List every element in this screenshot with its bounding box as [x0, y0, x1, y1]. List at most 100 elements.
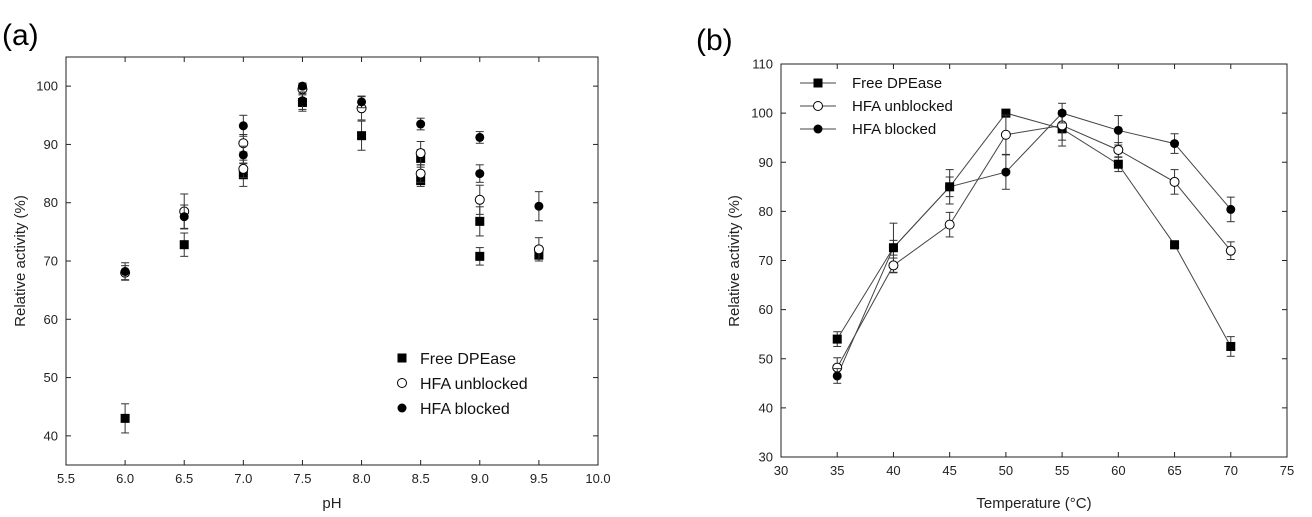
panel-b-hfa-blocked-point — [1001, 167, 1011, 177]
panel-b-free-dpease-point — [1226, 341, 1236, 351]
panel-a-hfa-blocked-point — [238, 121, 248, 131]
panel-b: (b) 30 35 40 45 50 55 60 65 70 75 30 40 50 60 70 80 90 10… — [696, 24, 1294, 512]
panel-b-lines — [836, 112, 1232, 377]
panel-a-x-tick-label: 9.5 — [530, 471, 548, 486]
panel-a-legend-label-hfa-unblocked: HFA unblocked — [420, 376, 528, 393]
panel-b-hfa-unblocked-point — [888, 260, 899, 271]
panel-b-hfa-blocked-point — [1226, 204, 1236, 214]
panel-b-x-tick-label: 45 — [942, 463, 956, 478]
panel-b-hfa-unblocked-point — [1169, 176, 1180, 187]
panel-a-x-tick-label: 7.0 — [234, 471, 252, 486]
panel-b-legend-marker-hfa-blocked — [813, 124, 823, 134]
panel-b-free-dpease-point — [1001, 108, 1011, 118]
panel-b-x-tick-label: 50 — [999, 463, 1013, 478]
panel-b-y-tick-label: 40 — [759, 400, 773, 415]
panel-a-x-tick-label: 6.0 — [116, 471, 134, 486]
panel-a-hfa-blocked-point — [238, 150, 248, 160]
panel-b-x-tick-label: 35 — [830, 463, 844, 478]
panel-b-line-free-dpease — [836, 112, 1232, 347]
panel-a-hfa-blocked-point — [179, 212, 189, 222]
panel-a-hfa-unblocked-point — [474, 194, 485, 205]
panel-b-hfa-blocked-point — [1170, 139, 1180, 149]
panel-b-hfa-blocked-point — [832, 371, 842, 381]
panel-b-y-tick-label: 90 — [759, 155, 773, 170]
panel-a-legend-label-free-dpease: Free DPEase — [420, 351, 516, 368]
panel-b-y-axis-title: Relative activity (%) — [726, 195, 743, 327]
panel-b-line-hfa-blocked — [836, 112, 1232, 377]
panel-b-marks — [832, 102, 1236, 384]
panel-b-legend-label-hfa-blocked: HFA blocked — [852, 121, 936, 138]
panel-b-y-tick-label: 100 — [751, 106, 773, 121]
panel-b-ticks: 30 35 40 45 50 55 60 65 70 75 30 40 50 60 70 80 90 100 110 — [751, 57, 1294, 479]
panel-a-label: (a) — [2, 19, 39, 52]
panel-a-legend-marker-hfa-blocked — [397, 403, 407, 413]
panel-a-x-tick-label: 8.5 — [412, 471, 430, 486]
panel-a-x-tick-label: 8.0 — [353, 471, 371, 486]
panel-b-x-tick-label: 70 — [1224, 463, 1238, 478]
panel-a-y-tick-label: 80 — [44, 195, 58, 210]
panel-b-hfa-unblocked-point — [944, 219, 955, 230]
panel-b-legend-marker-hfa-unblocked — [813, 101, 823, 111]
panel-b-y-tick-label: 110 — [752, 57, 773, 72]
panel-b-legend-marker-free-dpease — [813, 78, 823, 88]
panel-a-free-dpease-point — [475, 216, 485, 226]
panel-a-legend: Free DPEase HFA unblocked HFA blocked — [397, 351, 528, 418]
panel-a-y-tick-label: 60 — [44, 312, 58, 327]
panel-b-y-tick-label: 30 — [759, 450, 773, 465]
panel-a-x-tick-label: 5.5 — [57, 471, 75, 486]
panel-a-y-tick-label: 90 — [44, 137, 58, 152]
panel-b-y-tick-label: 50 — [759, 351, 773, 366]
panel-a-y-axis-title: Relative activity (%) — [12, 195, 29, 327]
panel-a-hfa-unblocked-point — [238, 163, 249, 174]
panel-b-hfa-blocked-point — [888, 243, 898, 253]
panel-b-series-hfa-blocked — [832, 102, 1236, 384]
panel-a-hfa-blocked-point — [297, 96, 307, 106]
panel-b-x-tick-label: 30 — [774, 463, 788, 478]
panel-b-y-tick-label: 60 — [759, 302, 773, 317]
panel-a-hfa-blocked-point — [357, 97, 367, 107]
panel-a-free-dpease-point — [179, 240, 189, 250]
panel-a-hfa-unblocked-point — [415, 148, 426, 159]
panel-b-hfa-unblocked-point — [1113, 144, 1124, 155]
panel-b-x-tick-label: 75 — [1280, 463, 1294, 478]
panel-a-hfa-blocked-point — [297, 81, 307, 91]
panel-b-legend-label-free-dpease: Free DPEase — [852, 75, 942, 92]
panel-b-x-tick-label: 55 — [1055, 463, 1069, 478]
panel-b-y-tick-label: 80 — [759, 204, 773, 219]
panel-b-hfa-unblocked-point — [1000, 129, 1011, 140]
panel-b-x-tick-label: 60 — [1111, 463, 1125, 478]
panel-a-series-hfa-blocked — [120, 81, 544, 281]
panel-a-y-tick-label: 70 — [44, 254, 58, 269]
panel-a-hfa-blocked-point — [534, 201, 544, 211]
panel-b-line-hfa-unblocked — [836, 124, 1232, 368]
panel-b-free-dpease-point — [832, 334, 842, 344]
panel-a-x-tick-label: 10.0 — [585, 471, 610, 486]
panel-a-hfa-blocked-point — [416, 119, 426, 129]
panel-a-x-tick-label: 7.5 — [293, 471, 311, 486]
panel-a-ticks: 5.5 6.0 6.5 7.0 7.5 8.0 8.5 9.0 9.5 10.0 40 50 60 70 8… — [36, 57, 611, 486]
panel-b-free-dpease-point — [1170, 240, 1180, 250]
panel-a-free-dpease-point — [357, 131, 367, 141]
panel-b-hfa-blocked-point — [1113, 125, 1123, 135]
panel-a-y-tick-label: 50 — [44, 370, 58, 385]
panel-b-x-tick-label: 40 — [886, 463, 900, 478]
panel-a-hfa-blocked-point — [120, 266, 130, 276]
panel-a-free-dpease-point — [120, 413, 130, 423]
panel-b-hfa-blocked-point — [945, 182, 955, 192]
panel-a-y-tick-label: 100 — [36, 79, 58, 94]
panel-a-legend-marker-hfa-unblocked — [397, 378, 407, 388]
panel-b-series-hfa-unblocked — [832, 110, 1236, 378]
panel-a-x-axis-title: pH — [322, 495, 341, 512]
panel-b-label: (b) — [696, 24, 733, 57]
panel-a-hfa-blocked-point — [475, 169, 485, 179]
panel-b-hfa-blocked-point — [1057, 108, 1067, 118]
panel-b-x-tick-label: 65 — [1167, 463, 1181, 478]
panel-a-plot-frame — [65, 56, 599, 466]
panel-a-marks — [120, 81, 544, 434]
panel-a-legend-label-hfa-blocked: HFA blocked — [420, 401, 510, 418]
panel-a-hfa-unblocked-point — [415, 168, 426, 179]
panel-a-free-dpease-point — [475, 251, 485, 261]
panel-b-legend: Free DPEase HFA unblocked HFA blocked — [800, 75, 953, 138]
panel-a-hfa-unblocked-point — [533, 244, 544, 255]
